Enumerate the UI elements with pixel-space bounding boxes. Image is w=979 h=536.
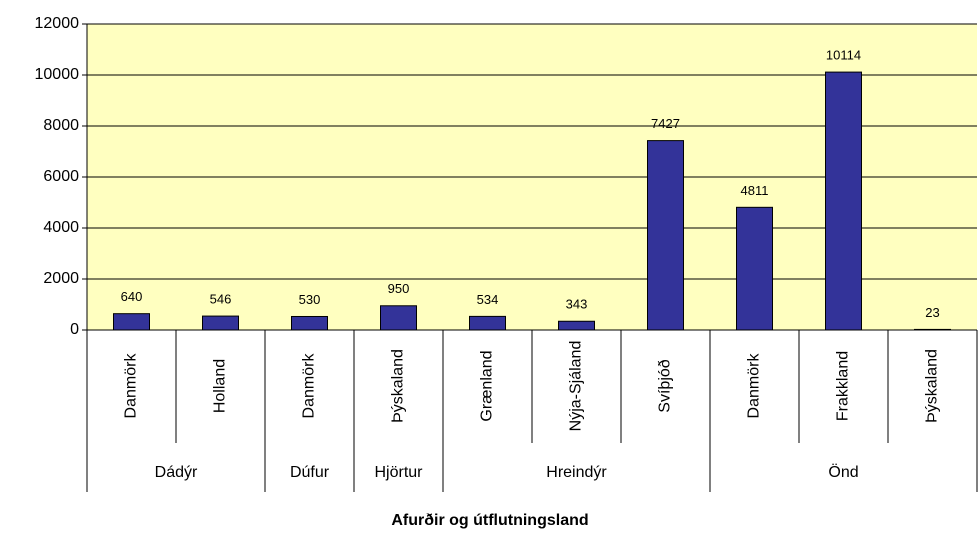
group-label: Dúfur [290, 464, 330, 481]
y-tick-label: 0 [70, 321, 79, 338]
value-label: 23 [925, 305, 939, 320]
group-label: Hreindýr [546, 464, 607, 481]
x-tick-label: Svíþjóð [657, 359, 674, 412]
x-tick-label: Frakkland [835, 351, 852, 421]
y-tick-label: 6000 [43, 168, 79, 185]
y-tick-label: 8000 [43, 117, 79, 134]
bar [291, 315, 328, 331]
x-tick-label: Þýskaland [924, 349, 941, 423]
value-label: 343 [566, 297, 588, 312]
x-tick-label: Þýskaland [390, 349, 407, 423]
bar [647, 140, 684, 331]
value-label: 7427 [651, 116, 680, 131]
bar [469, 315, 506, 331]
value-label: 640 [121, 289, 143, 304]
bar [736, 206, 773, 331]
bar [113, 313, 150, 331]
bar [825, 71, 862, 331]
y-tick-label: 10000 [35, 66, 80, 83]
value-label: 546 [210, 292, 232, 307]
y-tick-label: 4000 [43, 219, 79, 236]
group-label: Hjörtur [374, 464, 423, 481]
value-label: 530 [299, 292, 321, 307]
x-tick-label: Danmörk [123, 353, 140, 419]
value-label: 534 [477, 292, 499, 307]
y-tick-label: 2000 [43, 270, 79, 287]
x-tick-label: Grænland [479, 350, 496, 421]
group-label: Dádýr [155, 464, 198, 481]
x-tick-label: Danmörk [746, 353, 763, 419]
value-label: 4811 [741, 183, 769, 198]
x-tick-label: Holland [212, 359, 229, 413]
x-tick-label: Nýja-Sjáland [568, 341, 585, 432]
y-tick-label: 12000 [35, 15, 80, 32]
group-label: Önd [828, 463, 858, 481]
value-label: 10114 [826, 48, 861, 63]
x-tick-label: Danmörk [301, 353, 318, 419]
bar [558, 320, 595, 331]
bar [380, 305, 417, 331]
value-label: 950 [388, 281, 410, 296]
bar [202, 315, 239, 331]
x-axis-title: Afurðir og útflutningsland [391, 512, 588, 529]
